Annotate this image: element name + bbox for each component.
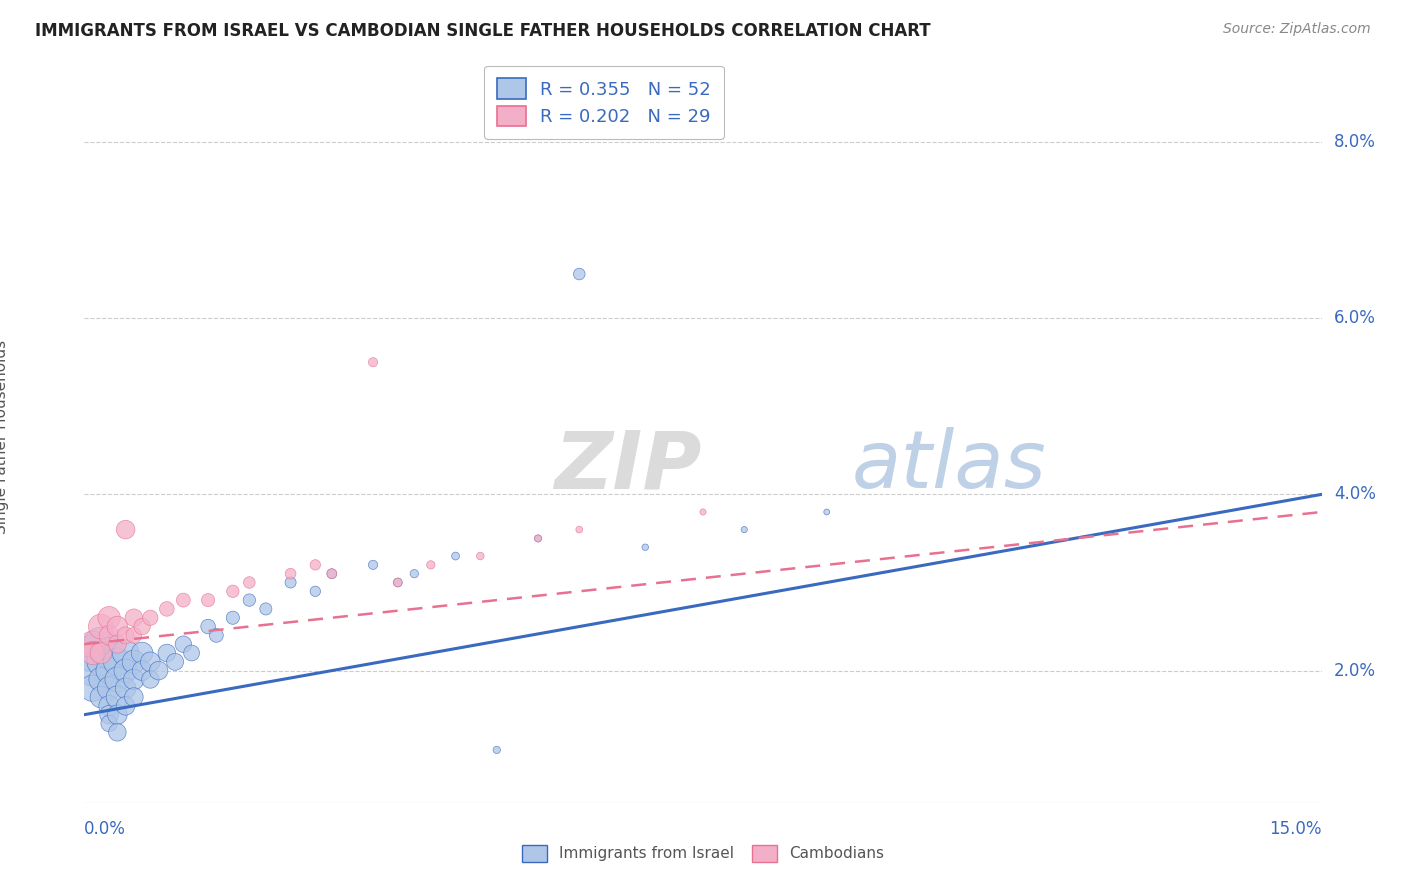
Point: [139, 611, 162, 625]
Point: [238, 593, 260, 607]
Point: [90, 637, 112, 651]
Point: [165, 655, 187, 669]
Point: [98, 664, 121, 678]
Text: 4.0%: 4.0%: [1334, 485, 1376, 503]
Text: 15.0%: 15.0%: [1270, 821, 1322, 838]
Point: [205, 628, 228, 642]
Point: [222, 584, 245, 599]
Point: [105, 673, 128, 687]
Point: [222, 611, 245, 625]
Text: IMMIGRANTS FROM ISRAEL VS CAMBODIAN SINGLE FATHER HOUSEHOLDS CORRELATION CHART: IMMIGRANTS FROM ISRAEL VS CAMBODIAN SING…: [35, 22, 931, 40]
Point: [98, 646, 121, 660]
Point: [321, 566, 343, 581]
Point: [82, 664, 104, 678]
Point: [485, 743, 508, 757]
Point: [280, 575, 302, 590]
Point: [197, 619, 219, 633]
Text: ZIP: ZIP: [554, 427, 702, 506]
Point: [122, 673, 145, 687]
Point: [197, 593, 219, 607]
Point: [122, 690, 145, 704]
Point: [568, 267, 591, 281]
Legend: R = 0.355   N = 52, R = 0.202   N = 29: R = 0.355 N = 52, R = 0.202 N = 29: [484, 66, 724, 139]
Point: [172, 593, 194, 607]
Point: [114, 523, 136, 537]
Point: [148, 664, 170, 678]
Point: [172, 637, 194, 651]
Point: [122, 611, 145, 625]
Point: [98, 707, 121, 722]
Text: 8.0%: 8.0%: [1334, 133, 1376, 151]
Point: [114, 646, 136, 660]
Point: [114, 698, 136, 713]
Point: [98, 698, 121, 713]
Point: [90, 690, 112, 704]
Point: [105, 637, 128, 651]
Point: [139, 655, 162, 669]
Point: [82, 681, 104, 696]
Point: [122, 655, 145, 669]
Point: [404, 566, 426, 581]
Point: [527, 532, 550, 546]
Text: Source: ZipAtlas.com: Source: ZipAtlas.com: [1223, 22, 1371, 37]
Text: Single Father Households: Single Father Households: [0, 340, 10, 534]
Point: [122, 628, 145, 642]
Point: [82, 637, 104, 651]
Point: [156, 646, 179, 660]
Point: [90, 646, 112, 660]
Point: [98, 716, 121, 731]
Text: 6.0%: 6.0%: [1334, 310, 1376, 327]
Point: [98, 681, 121, 696]
Point: [180, 646, 202, 660]
Point: [139, 673, 162, 687]
Point: [444, 549, 467, 563]
Point: [568, 523, 591, 537]
Point: [90, 619, 112, 633]
Point: [114, 681, 136, 696]
Point: [387, 575, 409, 590]
Point: [105, 690, 128, 704]
Point: [156, 602, 179, 616]
Point: [527, 532, 550, 546]
Point: [105, 725, 128, 739]
Point: [361, 558, 384, 572]
Point: [304, 558, 326, 572]
Point: [238, 575, 260, 590]
Point: [419, 558, 441, 572]
Point: [280, 566, 302, 581]
Point: [387, 575, 409, 590]
Point: [733, 523, 755, 537]
Point: [321, 566, 343, 581]
Point: [105, 655, 128, 669]
Point: [90, 673, 112, 687]
Point: [692, 505, 714, 519]
Point: [131, 646, 153, 660]
Point: [105, 707, 128, 722]
Point: [254, 602, 277, 616]
Point: [82, 646, 104, 660]
Point: [82, 646, 104, 660]
Text: atlas: atlas: [852, 427, 1046, 506]
Point: [634, 540, 657, 554]
Point: [131, 664, 153, 678]
Legend: Immigrants from Israel, Cambodians: Immigrants from Israel, Cambodians: [516, 838, 890, 868]
Point: [114, 664, 136, 678]
Point: [98, 611, 121, 625]
Text: 0.0%: 0.0%: [84, 821, 127, 838]
Point: [470, 549, 492, 563]
Point: [304, 584, 326, 599]
Point: [105, 619, 128, 633]
Point: [361, 355, 384, 369]
Text: 2.0%: 2.0%: [1334, 662, 1376, 680]
Point: [98, 628, 121, 642]
Point: [815, 505, 838, 519]
Point: [90, 655, 112, 669]
Point: [131, 619, 153, 633]
Point: [114, 628, 136, 642]
